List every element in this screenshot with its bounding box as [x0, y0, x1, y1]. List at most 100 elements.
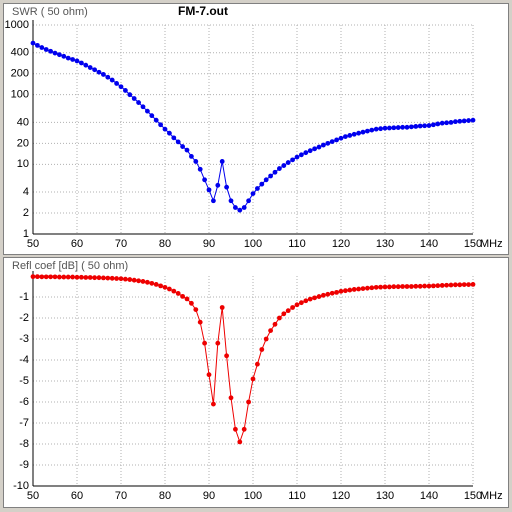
data-point	[57, 52, 62, 58]
data-point	[439, 283, 445, 288]
data-point	[228, 395, 234, 401]
data-point	[316, 294, 322, 299]
data-point	[395, 284, 401, 290]
data-point	[136, 278, 142, 284]
data-point	[189, 153, 194, 159]
data-point	[299, 300, 304, 306]
y-tick-label: -8	[19, 438, 29, 450]
data-point	[321, 292, 326, 298]
data-point	[246, 399, 252, 405]
data-point	[285, 160, 291, 165]
data-point	[109, 275, 115, 281]
data-point	[426, 283, 432, 289]
data-point	[307, 148, 313, 154]
data-point	[413, 124, 419, 129]
data-point	[39, 45, 45, 50]
data-point	[272, 321, 278, 327]
data-point	[365, 285, 370, 291]
x-tick-label: 150	[464, 490, 482, 502]
x-tick-label: 110	[288, 490, 306, 502]
x-tick-label: 80	[159, 490, 171, 502]
data-point	[453, 119, 458, 125]
data-point	[351, 131, 357, 137]
x-tick-label: 100	[244, 490, 262, 502]
data-point	[343, 134, 348, 140]
data-point	[290, 305, 295, 310]
data-point	[92, 67, 97, 73]
y-tick-label: -10	[13, 480, 29, 492]
data-point	[233, 426, 238, 432]
data-point	[417, 123, 423, 129]
data-point	[426, 123, 432, 128]
data-point	[140, 279, 146, 284]
data-point	[461, 118, 467, 124]
data-point	[158, 122, 164, 128]
x-axis-unit: MHz	[480, 490, 503, 502]
y-tick-label: -5	[19, 375, 29, 387]
data-point	[466, 282, 471, 288]
data-point	[52, 274, 58, 280]
data-point	[131, 277, 137, 283]
data-point	[123, 88, 128, 93]
data-point	[70, 57, 75, 62]
data-point	[378, 284, 383, 290]
data-point	[334, 137, 339, 143]
data-point	[417, 283, 423, 289]
data-point	[457, 118, 463, 124]
data-point	[466, 118, 471, 123]
data-point	[281, 163, 287, 168]
x-tick-label: 130	[376, 490, 394, 502]
data-point	[241, 426, 247, 432]
data-point	[202, 177, 208, 183]
data-point	[127, 92, 133, 98]
data-point	[312, 146, 317, 152]
data-point	[431, 283, 436, 289]
data-point	[281, 311, 287, 317]
data-point	[431, 122, 436, 128]
y-tick-label: 4	[23, 186, 29, 198]
data-point	[224, 353, 230, 359]
x-tick-label: 70	[115, 238, 127, 250]
data-point	[294, 154, 300, 160]
data-point	[43, 274, 49, 280]
data-point	[184, 296, 190, 302]
y-tick-label: 400	[11, 47, 29, 59]
data-point	[114, 81, 119, 86]
data-point	[158, 283, 164, 289]
data-point	[303, 150, 309, 156]
y-tick-label: -7	[19, 417, 29, 429]
data-point	[356, 286, 361, 292]
data-point	[237, 207, 243, 213]
data-point	[30, 40, 36, 46]
data-point	[312, 295, 317, 301]
y-tick-label: 10	[17, 158, 29, 170]
y-axis-title: SWR ( 50 ohm)	[12, 6, 88, 18]
x-tick-label: 70	[115, 490, 127, 502]
data-point	[237, 439, 243, 445]
data-point	[123, 276, 128, 282]
data-point	[285, 308, 291, 314]
x-tick-label: 80	[159, 238, 171, 250]
data-point	[325, 140, 331, 146]
top-panel	[3, 3, 509, 255]
data-point	[65, 274, 71, 280]
data-point	[30, 274, 36, 280]
data-point	[184, 147, 190, 153]
data-point	[39, 274, 45, 280]
data-point	[470, 117, 476, 123]
data-point	[206, 372, 212, 378]
y-tick-label: 20	[17, 137, 29, 149]
chart-title: FM-7.out	[178, 4, 228, 18]
data-point	[193, 307, 199, 312]
data-point	[219, 305, 225, 310]
data-point	[70, 274, 75, 280]
y-tick-label: -2	[19, 312, 29, 324]
x-tick-label: 120	[332, 490, 350, 502]
data-point	[387, 125, 392, 131]
y-tick-label: -9	[19, 459, 29, 471]
data-point	[277, 166, 282, 171]
data-point	[338, 288, 344, 294]
data-point	[360, 129, 366, 135]
data-point	[272, 169, 278, 175]
data-point	[57, 274, 62, 280]
